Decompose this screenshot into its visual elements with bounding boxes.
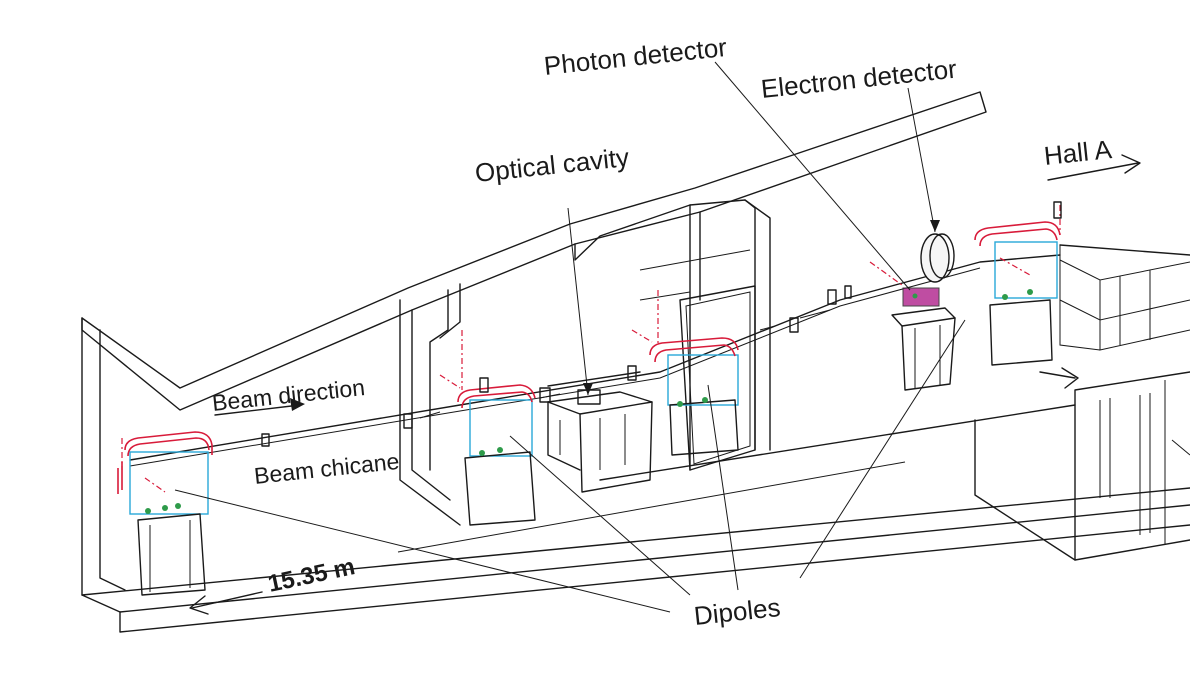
optical-cavity-label: Optical cavity: [473, 142, 630, 188]
length-arrow: [189, 591, 263, 615]
optical-cavity-assembly: [547, 371, 653, 493]
beam-chicane-label: Beam chicane: [253, 448, 401, 489]
length-label: 15.35 m: [266, 553, 358, 598]
dipoles-label: Dipoles: [692, 592, 781, 631]
hall-a-label: Hall A: [1042, 134, 1113, 171]
photon-detector: [869, 261, 956, 391]
markers: [145, 289, 1033, 514]
dipole-3: [631, 290, 739, 456]
dipole-4: [974, 201, 1062, 366]
hall-a-arrow: [1047, 154, 1141, 181]
dipole-2: [439, 330, 536, 526]
beam-line: [129, 254, 1061, 467]
beam-direction-arrow: [214, 398, 305, 416]
electron-detector: [920, 233, 955, 283]
leader-lines: [174, 61, 966, 613]
photon-detector-label: Photon detector: [542, 32, 728, 81]
tunnel-structure: [81, 91, 1190, 633]
beam-direction-label: Beam direction: [211, 374, 366, 416]
electron-detector-label: Electron detector: [759, 54, 958, 104]
dipole-1: [117, 431, 213, 596]
hall-floor-arrow: [1039, 367, 1079, 389]
